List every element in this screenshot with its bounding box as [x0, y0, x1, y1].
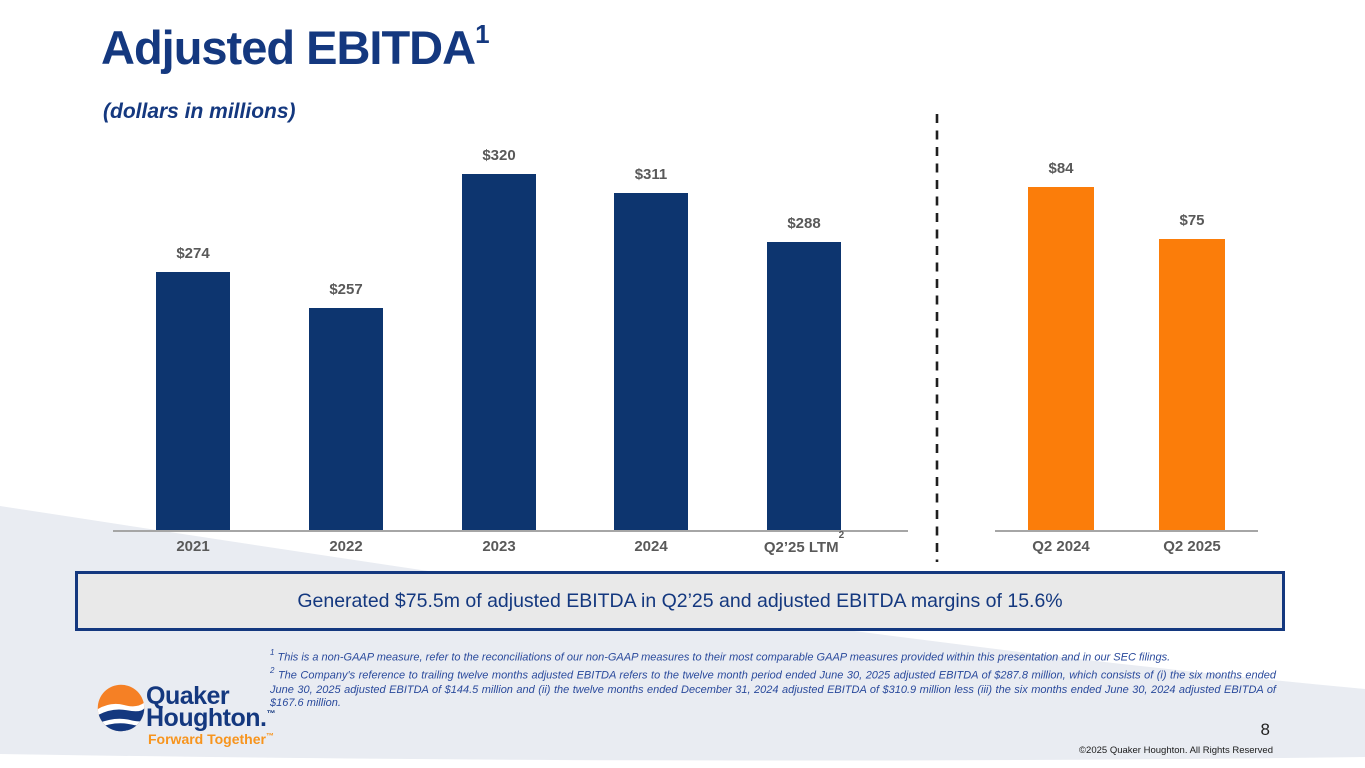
bar-2023 — [462, 174, 536, 530]
page-subtitle: (dollars in millions) — [103, 100, 296, 123]
background-swoosh — [0, 506, 1365, 761]
category-label: 2022 — [329, 538, 363, 555]
category-label: 2024 — [634, 538, 668, 555]
callout-banner: Generated $75.5m of adjusted EBITDA in Q… — [75, 571, 1285, 631]
logo-wordmark-line2: Houghton.™ — [146, 704, 275, 733]
bar-value-label: $320 — [482, 147, 516, 164]
bar-value-label: $288 — [787, 215, 821, 232]
page-title: Adjusted EBITDA1 — [101, 19, 490, 75]
x-axis-line — [113, 530, 908, 532]
bar-2021 — [156, 272, 230, 530]
footnote: 1 This is a non-GAAP measure, refer to t… — [270, 648, 1171, 664]
logo-wordmark-line2-text: Houghton. — [146, 704, 267, 732]
bar-value-label: $257 — [329, 281, 363, 298]
logo-wordmark-line1: Quaker — [146, 682, 230, 710]
bar-value-label: $75 — [1179, 212, 1205, 229]
bar-Q2 2025 — [1159, 239, 1225, 530]
category-label: Q2’25 LTM2 — [763, 530, 845, 556]
tagline-trademark: ™ — [265, 731, 274, 741]
footnotes: 1 This is a non-GAAP measure, refer to t… — [270, 647, 1276, 711]
footnote: 2 The Company's reference to trailing tw… — [270, 666, 1276, 710]
callout-text: Generated $75.5m of adjusted EBITDA in Q… — [297, 589, 1063, 612]
logo-trademark: ™ — [266, 708, 275, 719]
logo-tagline-text: Forward Together — [148, 731, 266, 747]
title-footnote-marker: 1 — [475, 19, 490, 50]
category-label: Q2 2024 — [1032, 538, 1090, 555]
logo-tagline: Forward Together™ — [148, 731, 274, 747]
bar-value-label: $311 — [634, 166, 668, 183]
page-number: 8 — [1260, 720, 1270, 739]
category-footnote-marker: 2 — [838, 530, 845, 541]
x-axis-line — [995, 530, 1258, 532]
category-label: 2023 — [482, 538, 516, 555]
quaker-houghton-logo-icon — [97, 684, 145, 732]
bar-Q2 2024 — [1028, 187, 1094, 530]
bar-value-label: $84 — [1048, 160, 1074, 177]
bar-value-label: $274 — [176, 245, 210, 262]
bar-Q2’25 LTM — [767, 242, 841, 530]
category-label: 2021 — [176, 538, 210, 555]
bar-2022 — [309, 308, 383, 530]
page-title-text: Adjusted EBITDA — [101, 21, 476, 74]
category-label: Q2 2025 — [1163, 538, 1221, 555]
bar-2024 — [614, 193, 688, 530]
copyright-text: ©2025 Quaker Houghton. All Rights Reserv… — [1079, 745, 1273, 756]
